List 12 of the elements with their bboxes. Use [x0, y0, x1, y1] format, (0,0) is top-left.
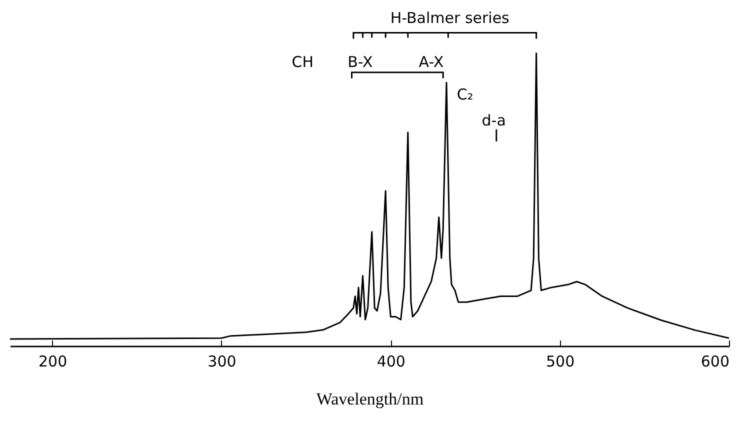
annotation: B-X	[348, 53, 373, 72]
annotation: d-a	[482, 112, 506, 130]
x-tick-label: 400	[376, 352, 406, 370]
x-tick-label: 600	[700, 352, 730, 370]
text: H-Balmer series	[390, 9, 510, 28]
x-tick-label: 300	[208, 352, 236, 370]
x-tick-label: 200	[38, 352, 68, 370]
x-tick-label: 500	[546, 352, 575, 370]
annotation: C₂	[456, 85, 474, 104]
annotation: CH	[292, 53, 314, 72]
annotation: A-X	[418, 53, 444, 72]
x-axis-title: Wavelength/nm	[316, 390, 424, 408]
